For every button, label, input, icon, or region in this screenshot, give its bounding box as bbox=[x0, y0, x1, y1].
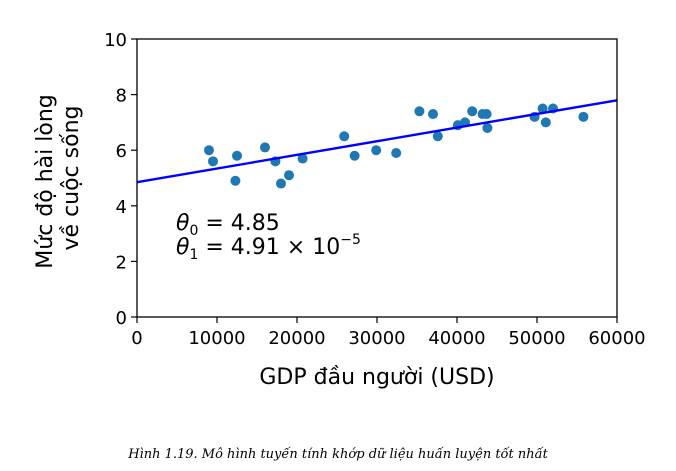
y-tick-label: 10 bbox=[104, 30, 127, 51]
theta0-annotation: θ0 = 4.85 bbox=[176, 211, 280, 239]
data-point bbox=[540, 117, 551, 128]
figure-caption: Hình 1.19. Mô hình tuyến tính khớp dữ li… bbox=[128, 447, 548, 462]
data-point bbox=[428, 109, 438, 120]
regression-line bbox=[136, 99, 618, 184]
plot-frame bbox=[136, 38, 618, 318]
theta0-value: = 4.85 bbox=[198, 211, 279, 236]
data-point bbox=[481, 109, 492, 120]
y-axis-label-line-2: về cuộc sống bbox=[59, 106, 84, 251]
y-tick-label: 2 bbox=[116, 252, 127, 273]
data-point bbox=[339, 131, 350, 142]
data-point bbox=[467, 106, 478, 117]
theta1-symbol: θ bbox=[176, 235, 190, 260]
theta0-symbol: θ bbox=[176, 211, 190, 236]
data-point bbox=[537, 103, 548, 114]
x-tick-label: 40000 bbox=[428, 328, 485, 349]
data-point bbox=[432, 131, 443, 142]
y-tick-label: 4 bbox=[116, 197, 127, 218]
x-axis-label: GDP đầu người (USD) bbox=[259, 365, 494, 390]
y-tick-label: 6 bbox=[116, 141, 127, 162]
data-point bbox=[284, 170, 294, 181]
y-tick-label: 0 bbox=[116, 308, 127, 329]
theta0-subscript: 0 bbox=[189, 223, 198, 239]
data-point bbox=[297, 153, 308, 164]
theta1-value: = 4.91 × 10 bbox=[198, 235, 340, 260]
data-point bbox=[260, 142, 270, 153]
x-tick-label: 60000 bbox=[588, 328, 645, 349]
y-axis-label: Mức độ hài lòng về cuộc sống bbox=[33, 87, 84, 268]
data-point bbox=[204, 145, 214, 156]
data-point bbox=[349, 150, 360, 161]
data-point bbox=[414, 106, 425, 117]
x-tick-label: 30000 bbox=[348, 328, 405, 349]
x-tick-label: 10000 bbox=[188, 328, 245, 349]
y-tick-label: 8 bbox=[116, 86, 127, 107]
x-tick-label: 50000 bbox=[508, 328, 565, 349]
data-point bbox=[276, 178, 286, 189]
data-point bbox=[482, 122, 493, 133]
data-point bbox=[371, 145, 382, 156]
x-tick-label: 20000 bbox=[268, 328, 325, 349]
theta1-subscript: 1 bbox=[189, 247, 198, 263]
x-tick-label: 0 bbox=[131, 328, 142, 349]
data-point bbox=[208, 156, 218, 167]
theta1-annotation: θ1 = 4.91 × 10−5 bbox=[176, 232, 361, 263]
data-point bbox=[230, 175, 241, 186]
data-point bbox=[578, 111, 589, 122]
data-point bbox=[232, 150, 242, 161]
data-point bbox=[391, 147, 402, 158]
y-axis-label-line-1: Mức độ hài lòng bbox=[33, 94, 58, 268]
chart-marks bbox=[136, 99, 618, 189]
theta1-exponent: −5 bbox=[340, 232, 361, 248]
